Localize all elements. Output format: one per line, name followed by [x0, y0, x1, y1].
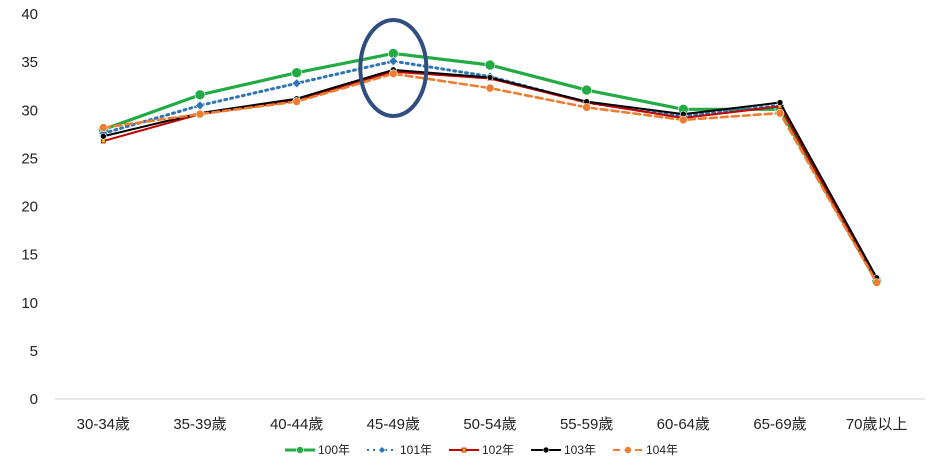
x-axis-ticks: 30-34歲 35-39歲 40-44歲 45-49歲 50-54歲 55-59歲 60-6…	[77, 416, 908, 433]
legend-item: 100年	[285, 443, 350, 457]
legend-item: 101年	[367, 443, 432, 457]
y-axis-ticks: 0 5 10 15 20 25 30 35 40	[21, 6, 38, 408]
y-tick-label: 30	[21, 102, 38, 119]
data-point-marker	[378, 446, 386, 454]
legend-label: 100年	[318, 443, 350, 457]
x-tick-label: 65-69歲	[753, 416, 806, 433]
x-tick-label: 45-49歲	[367, 416, 420, 433]
legend-label: 102年	[482, 443, 514, 457]
x-tick-label: 50-54歲	[463, 416, 516, 433]
series-4	[100, 66, 880, 282]
y-tick-label: 0	[30, 391, 38, 408]
series-line	[102, 72, 878, 284]
series-5	[99, 69, 881, 287]
data-point-marker	[292, 97, 301, 106]
data-point-marker	[679, 115, 688, 125]
y-tick-label: 25	[21, 150, 38, 167]
data-point-marker	[99, 123, 108, 132]
legend-label: 101年	[400, 443, 432, 457]
y-tick-label: 15	[21, 247, 38, 264]
y-tick-label: 40	[21, 6, 38, 23]
data-point-marker	[581, 84, 592, 96]
legend-item: 102年	[449, 443, 514, 457]
y-tick-label: 35	[21, 54, 38, 71]
data-point-marker	[194, 89, 206, 101]
series-line	[102, 70, 878, 282]
legend-item: 103年	[531, 443, 596, 457]
x-tick-label: 35-39歲	[173, 416, 226, 433]
data-point-marker	[775, 108, 785, 118]
x-tick-label: 60-64歲	[657, 416, 710, 433]
data-point-marker	[542, 446, 550, 454]
y-tick-label: 5	[30, 343, 38, 360]
series-line	[101, 59, 879, 281]
annotation-layer	[358, 18, 429, 118]
x-tick-label: 55-59歲	[560, 416, 613, 433]
data-point-marker	[291, 67, 302, 79]
x-tick-label: 30-34歲	[77, 416, 130, 433]
series-lines	[98, 48, 882, 287]
data-point-marker	[582, 103, 591, 112]
data-point-marker	[389, 69, 398, 78]
highlight-ellipse	[358, 18, 429, 118]
y-tick-label: 20	[21, 199, 38, 216]
legend-item: 104年	[613, 443, 678, 457]
data-point-marker	[291, 78, 302, 89]
data-point-marker	[195, 100, 205, 111]
data-point-marker	[461, 447, 467, 453]
x-tick-label: 40-44歲	[270, 416, 323, 433]
legend: 100年 101年 102年 103年 104年	[285, 443, 678, 457]
data-point-marker	[296, 446, 304, 454]
data-point-marker	[100, 138, 106, 144]
data-point-marker	[624, 446, 632, 454]
legend-label: 104年	[646, 443, 678, 457]
data-point-marker	[100, 132, 107, 140]
data-point-marker	[776, 99, 784, 106]
legend-label: 103年	[564, 443, 596, 457]
data-point-marker	[486, 74, 494, 81]
y-tick-label: 10	[21, 295, 38, 312]
data-point-marker	[484, 59, 496, 71]
data-point-marker	[872, 278, 881, 287]
data-point-marker	[195, 109, 205, 119]
data-point-marker	[485, 83, 495, 93]
x-tick-label: 70歲以上	[846, 416, 908, 433]
data-point-marker	[388, 56, 399, 67]
